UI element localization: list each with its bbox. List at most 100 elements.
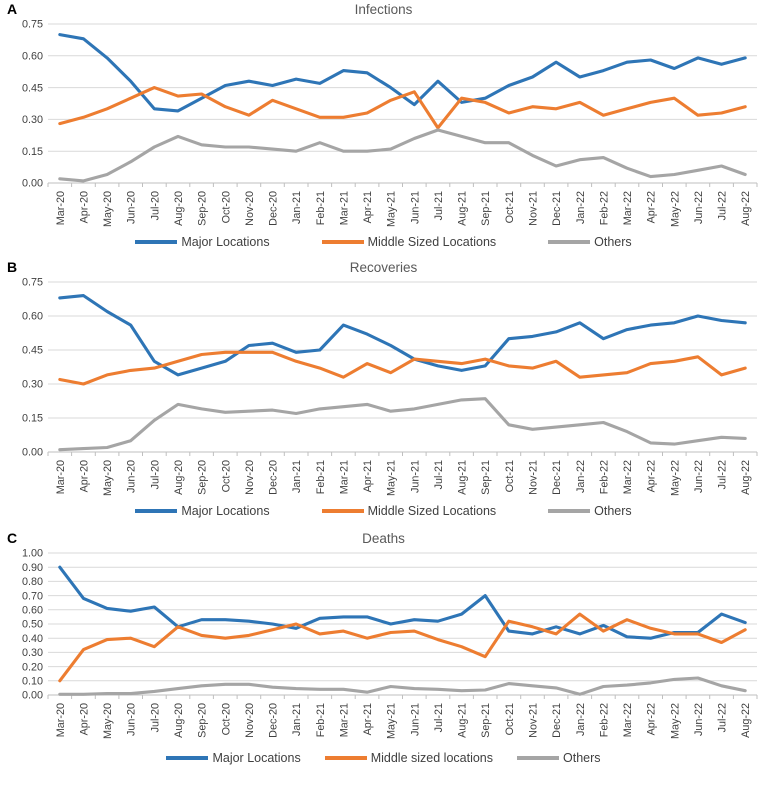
legend-item-middle-sized-locations: Middle sized locations (324, 751, 493, 765)
x-axis-tick-label: Sep-21 (480, 703, 492, 738)
x-axis-tick-label: Feb-21 (315, 460, 327, 494)
y-axis-tick-label: 0.80 (22, 576, 43, 588)
middle-sized-locations-line-swatch (321, 240, 364, 244)
legend-label-middle-sized-locations: Middle Sized Locations (367, 235, 497, 249)
recoveries-chart-title: Recoveries (349, 260, 418, 275)
major-locations-line-swatch (135, 240, 178, 244)
y-axis-tick-label: 0.30 (22, 379, 43, 391)
x-axis-tick-label: Dec-20 (268, 460, 280, 495)
legend-label-others: Others (594, 235, 632, 249)
x-axis-tick-label: Jan-21 (291, 703, 303, 736)
multi-panel-line-chart-figure: A Infections 0.75 0.60 0.45 0.30 0.15 0.00 Mar… (0, 1, 767, 766)
x-axis-tick-label: Nov-20 (244, 191, 256, 226)
y-axis-tick-label: 0.30 (22, 647, 43, 659)
legend-label-middle-sized-locations: Middle Sized Locations (367, 504, 497, 518)
legend-item-major-locations: Major Locations (135, 235, 270, 249)
x-axis-tick-label: Sep-21 (480, 191, 492, 226)
series-line-others (58, 128, 747, 183)
panel-deaths-header: C Deaths (0, 530, 767, 546)
x-axis-tick-label: May-20 (102, 191, 114, 227)
others-line-swatch (548, 240, 591, 244)
y-axis-tick-label: 0.75 (22, 277, 43, 289)
panel-infections: A Infections 0.75 0.60 0.45 0.30 0.15 0.00 Mar… (0, 1, 767, 250)
legend-item-middle-sized-locations: Middle Sized Locations (321, 504, 497, 518)
x-axis-tick-label: Apr-21 (362, 703, 374, 735)
x-axis-tick-label: Aug-22 (740, 191, 752, 226)
legend-label-major-locations: Major Locations (181, 504, 270, 518)
x-axis-tick-label: Jul-20 (149, 191, 161, 220)
y-axis-tick-label: 0.50 (22, 619, 43, 631)
legend-label-major-locations: Major Locations (212, 751, 301, 765)
x-axis-tick-label: Jun-21 (409, 460, 421, 493)
major-locations-line-swatch (135, 509, 178, 513)
x-axis-tick-label: May-21 (386, 191, 398, 227)
legend-item-major-locations: Major Locations (166, 751, 301, 765)
legend-item-others: Others (548, 504, 632, 518)
y-axis-tick-label: 0.00 (22, 690, 43, 702)
y-axis-tick-label: 0.00 (22, 447, 43, 459)
x-axis-tick-label: Apr-22 (646, 460, 658, 492)
x-axis-tick-label: Feb-21 (315, 191, 327, 225)
x-axis-tick-label: Jul-20 (149, 703, 161, 732)
x-axis-tick-label: Nov-21 (528, 703, 540, 738)
y-axis-tick-label: 0.45 (22, 345, 43, 357)
x-axis-tick-label: May-22 (669, 460, 681, 496)
panel-recoveries: B Recoveries 0.75 0.60 0.45 0.30 0.15 0.00 Mar… (0, 259, 767, 519)
y-axis-tick-label: 0.10 (22, 676, 43, 688)
x-axis-tick-label: Jul-21 (433, 191, 445, 220)
x-axis-tick-label: Aug-20 (173, 191, 185, 226)
y-axis-tick-label: 0.00 (22, 178, 43, 190)
y-axis-tick-label: 0.15 (22, 413, 43, 425)
x-axis-tick-label: Apr-21 (362, 460, 374, 492)
x-axis-tick-label: May-20 (102, 703, 114, 739)
x-axis-tick-label: Mar-20 (55, 460, 67, 494)
x-axis-tick-label: Jun-21 (409, 703, 421, 736)
y-axis-tick-label: 0.45 (22, 82, 43, 94)
others-line-swatch (517, 756, 560, 760)
x-axis-tick-label: Jun-22 (693, 460, 705, 493)
x-axis-tick-label: Mar-21 (338, 460, 350, 494)
x-axis-tick-label: Jan-21 (291, 191, 303, 224)
deaths-chart-title: Deaths (362, 531, 405, 546)
x-axis-tick-label: Jun-20 (126, 703, 138, 736)
x-axis-tick-label: Oct-20 (220, 460, 232, 492)
deaths-legend: Major Locations Middle sized locations O… (0, 750, 767, 766)
x-axis-tick-label: Mar-20 (55, 703, 67, 737)
x-axis-tick-label: Jul-21 (433, 703, 445, 732)
deaths-line-chart: 1.00 0.90 0.80 0.70 0.60 0.50 0.40 0.30 0.20 0.10… (22, 548, 758, 739)
middle-sized-locations-line-swatch (324, 756, 367, 760)
x-axis-tick-label: May-21 (386, 703, 398, 739)
x-axis-tick-label: Aug-22 (740, 703, 752, 738)
x-axis-tick-label: Feb-22 (598, 703, 610, 737)
x-axis-tick-label: Apr-22 (646, 191, 658, 223)
y-axis-tick-label: 0.60 (22, 605, 43, 617)
x-axis-tick-label: Jun-20 (126, 191, 138, 224)
x-axis-tick-label: May-20 (102, 460, 114, 496)
x-axis-tick-label: Mar-22 (622, 703, 634, 737)
x-axis-tick-label: Aug-22 (740, 460, 752, 495)
x-axis-tick-label: Oct-20 (220, 703, 232, 735)
panel-infections-header: A Infections (0, 1, 767, 17)
x-axis-tick-label: Jul-22 (717, 191, 729, 220)
y-axis-tick-label: 0.15 (22, 146, 43, 158)
legend-label-major-locations: Major Locations (181, 235, 270, 249)
y-axis-tick-label: 0.70 (22, 590, 43, 602)
panel-deaths: C Deaths 1.00 0.90 0.80 0.70 0.60 0.50 0.40 0.3… (0, 530, 767, 766)
x-axis-tick-label: Dec-20 (268, 703, 280, 738)
x-axis-tick-label: Nov-21 (528, 460, 540, 495)
x-axis-tick-label: May-22 (669, 191, 681, 227)
x-axis-tick-label: Sep-20 (197, 460, 209, 495)
y-axis-tick-label: 0.30 (22, 114, 43, 126)
x-axis-tick-label: Nov-20 (244, 460, 256, 495)
x-axis-tick-label: Apr-20 (79, 460, 91, 492)
x-axis-tick-label: Mar-21 (338, 191, 350, 225)
x-axis-tick-label: Jun-20 (126, 460, 138, 493)
legend-item-others: Others (517, 751, 601, 765)
x-axis-tick-label: Sep-20 (197, 191, 209, 226)
x-axis-tick-label: Mar-20 (55, 191, 67, 225)
x-axis-tick-label: Jun-22 (693, 703, 705, 736)
panel-letter-c: C (7, 530, 18, 546)
x-axis-tick-label: Dec-20 (268, 191, 280, 226)
x-axis-tick-label: May-21 (386, 460, 398, 496)
infections-chart-title: Infections (354, 2, 413, 17)
